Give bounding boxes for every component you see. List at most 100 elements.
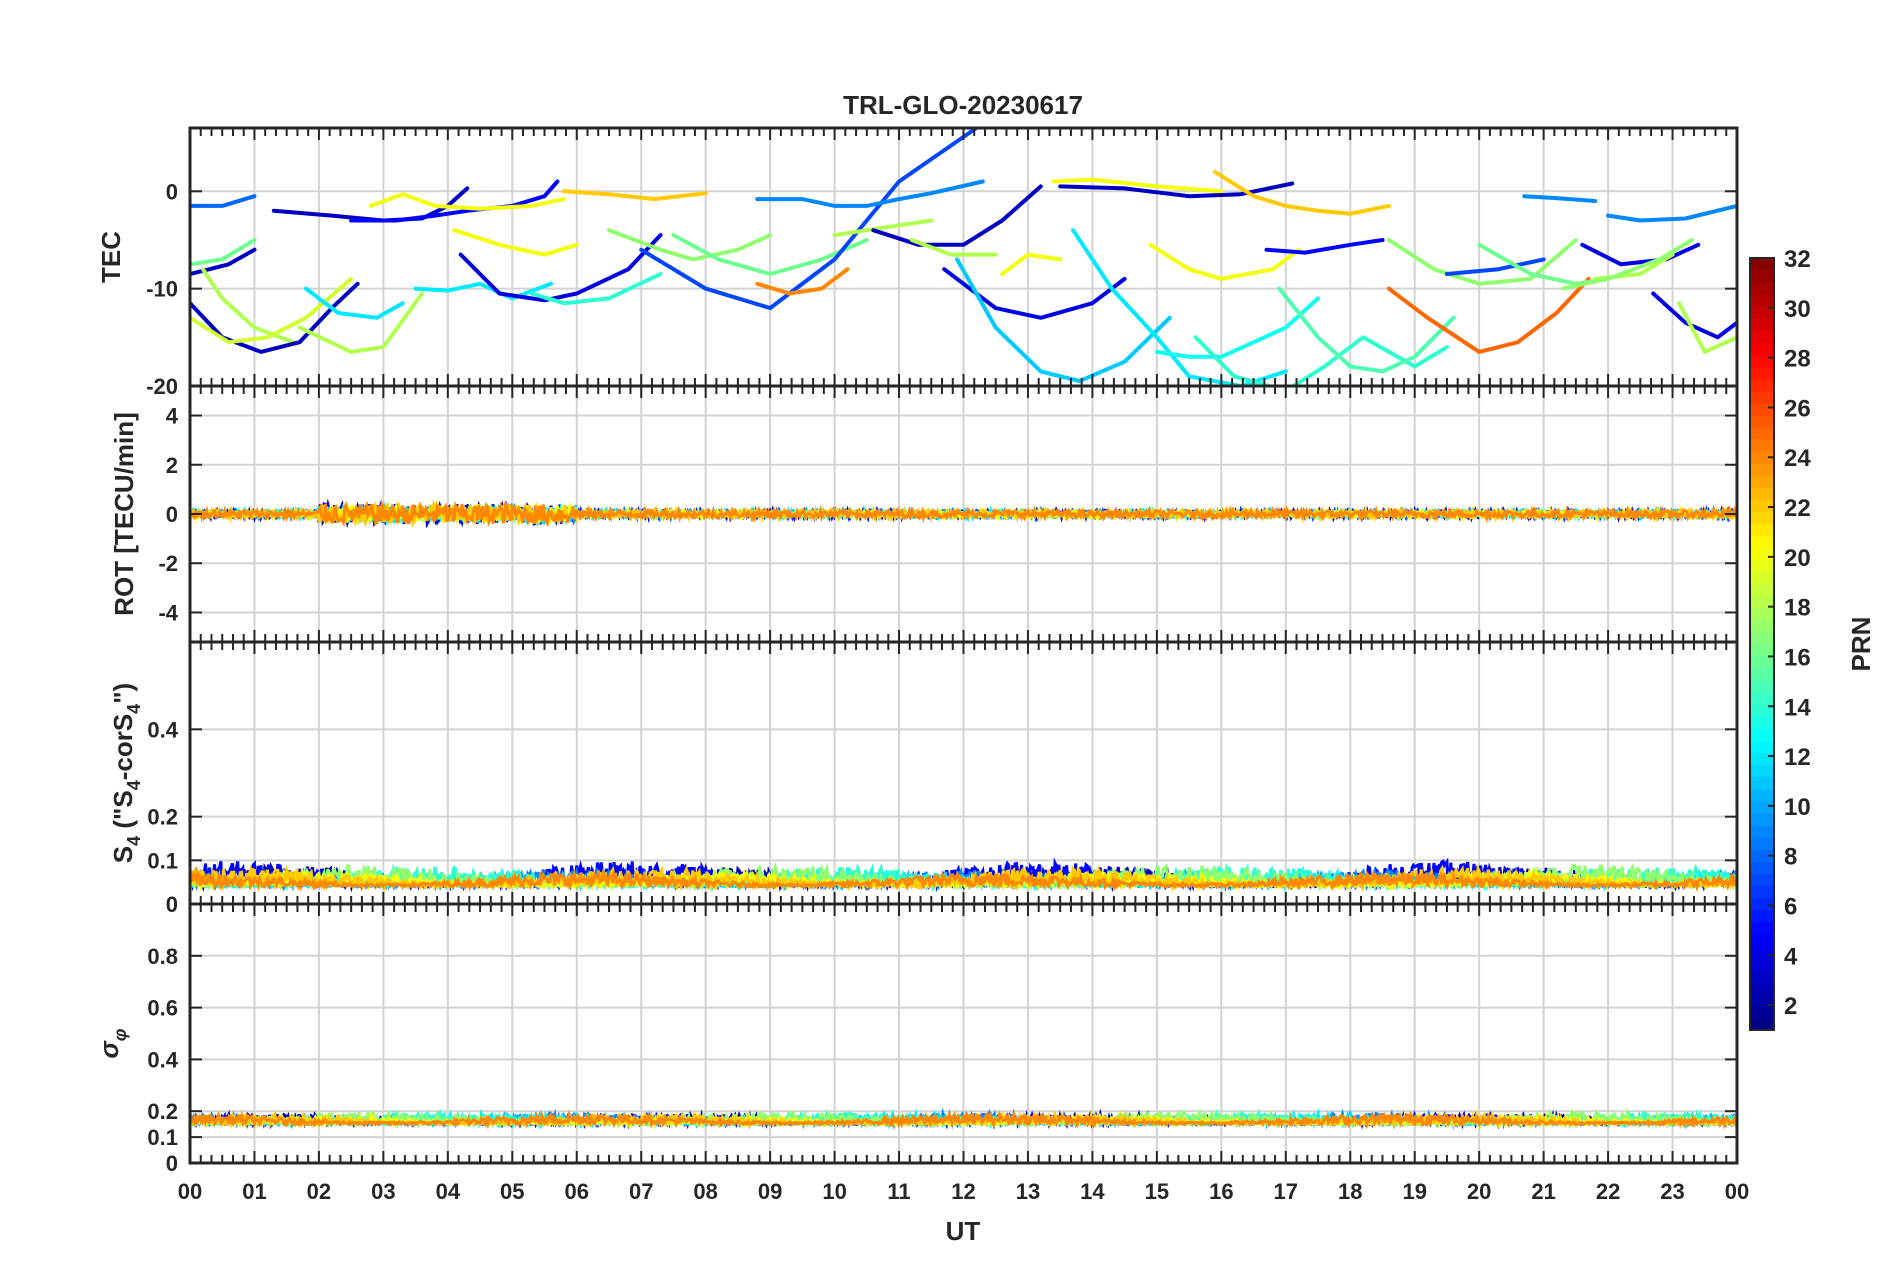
tec-series-prn-17: [1561, 238, 1694, 291]
y-tick-label: 0.4: [147, 717, 178, 742]
y-tick-label: 0: [166, 1151, 178, 1176]
x-tick-label: 06: [565, 1179, 589, 1204]
s4-label-part: -corS: [108, 714, 138, 780]
colorbar-step: [1750, 1005, 1774, 1019]
colorbar-step: [1750, 740, 1774, 754]
colorbar-step: [1750, 378, 1774, 392]
tec-series-prn-9: [755, 179, 985, 208]
y-tick-label: 0.2: [147, 805, 178, 830]
tec-series-prn-16: [671, 233, 869, 276]
y-axis-label-rot: ROT [TECU/min]: [109, 412, 139, 616]
colorbar-tick-label: 4: [1784, 943, 1798, 970]
tec-series-prn-3: [871, 184, 1043, 247]
colorbar-step: [1750, 330, 1774, 344]
y-tick-label: -20: [146, 374, 178, 399]
tec-series-prn-15: [1277, 286, 1456, 374]
y-tick-label: 0.2: [147, 1099, 178, 1124]
tec-series-prn-14: [529, 272, 663, 306]
colorbar-tick-label: 10: [1784, 794, 1811, 821]
y-tick-label: 0: [166, 892, 178, 917]
colorbar-step: [1750, 270, 1774, 283]
x-tick-label: 21: [1531, 1179, 1555, 1204]
colorbar-tick-label: 22: [1784, 495, 1811, 522]
tec-series-prn-18: [909, 238, 998, 257]
colorbar-step: [1750, 885, 1774, 898]
x-tick-label: 19: [1402, 1179, 1426, 1204]
colorbar-step: [1750, 824, 1774, 838]
colorbar-tick-label: 18: [1784, 595, 1811, 622]
colorbar-step: [1750, 969, 1774, 983]
colorbar-step: [1750, 306, 1774, 319]
colorbar-frame: [1749, 257, 1775, 1031]
x-tick-label: 09: [758, 1179, 782, 1204]
x-tick-label: 22: [1596, 1179, 1620, 1204]
colorbar-step: [1750, 837, 1774, 850]
colorbar-step: [1750, 282, 1774, 295]
s4-label-part: 4: [124, 780, 144, 790]
colorbar-step: [1750, 354, 1774, 368]
tec-series-prn-16: [190, 238, 257, 267]
colorbar-step: [1750, 475, 1774, 488]
colorbar-step: [1750, 595, 1774, 609]
tec-series-prn-22: [561, 189, 708, 202]
tec-series-prn-19: [190, 276, 354, 345]
colorbar-step: [1750, 668, 1774, 681]
tec-series-prn-25: [1386, 276, 1591, 354]
colorbar-tick-label: 32: [1784, 246, 1811, 273]
colorbar-step: [1750, 692, 1774, 705]
colorbar-step: [1750, 607, 1774, 621]
colorbar-tick-label: 6: [1784, 893, 1797, 920]
x-tick-label: 00: [178, 1179, 202, 1204]
panel-s4-data: [190, 857, 1737, 893]
colorbar-step: [1750, 788, 1774, 802]
colorbar-step: [1750, 583, 1774, 597]
colorbar-tick-label: 12: [1784, 744, 1811, 771]
chart-title: TRL-GLO-20230617: [843, 90, 1083, 120]
x-tick-label: 18: [1338, 1179, 1362, 1204]
x-tick-label: 11: [887, 1179, 910, 1204]
colorbar-label: PRN: [1846, 617, 1876, 672]
tec-series-prn-5: [1264, 238, 1385, 255]
colorbar-step: [1750, 414, 1774, 428]
y-tick-label: 0.8: [147, 944, 178, 969]
tec-series-prn-20: [1051, 177, 1224, 194]
tec-series-prn-9: [1606, 203, 1737, 223]
y-tick-label: 0: [166, 502, 178, 527]
tec-series-prn-17: [1386, 238, 1578, 286]
x-tick-label: 13: [1016, 1179, 1040, 1204]
colorbar-step: [1750, 680, 1774, 693]
s4-series-prn-24: [190, 868, 1737, 893]
colorbar-tick-label: 8: [1784, 844, 1797, 871]
tec-series-prn-7: [1444, 257, 1546, 276]
tec-series-prn-12: [304, 286, 405, 320]
colorbar-step: [1750, 704, 1774, 717]
colorbar-step: [1750, 981, 1774, 995]
colorbar-step: [1750, 487, 1774, 500]
colorbar-step: [1750, 547, 1774, 561]
y-axis-label-tec: TEC: [96, 231, 126, 283]
x-tick-label: 16: [1209, 1179, 1233, 1204]
x-axis-label: UT: [946, 1216, 981, 1246]
tec-series-prn-20: [1000, 252, 1063, 276]
colorbar-step: [1750, 366, 1774, 380]
colorbar-step: [1750, 933, 1774, 947]
colorbar-step: [1750, 957, 1774, 971]
colorbar-tick-label: 24: [1784, 445, 1811, 472]
tec-series-prn-5: [349, 179, 560, 223]
tec-series-prn-20: [452, 228, 579, 257]
colorbar-step: [1750, 1017, 1774, 1031]
x-tick-label: 02: [307, 1179, 331, 1204]
colorbar-step: [1750, 390, 1774, 404]
x-tick-label: 14: [1080, 1179, 1105, 1204]
colorbar-tick-label: 26: [1784, 395, 1811, 422]
tec-series-prn-8: [190, 194, 257, 208]
y-tick-label: -2: [158, 551, 178, 576]
tec-series-prn-12: [413, 281, 553, 301]
y-tick-label: 0.4: [147, 1047, 178, 1072]
colorbar-tick-label: 28: [1784, 346, 1811, 373]
colorbar-step: [1750, 873, 1774, 886]
s4-label-part: "): [108, 683, 138, 704]
